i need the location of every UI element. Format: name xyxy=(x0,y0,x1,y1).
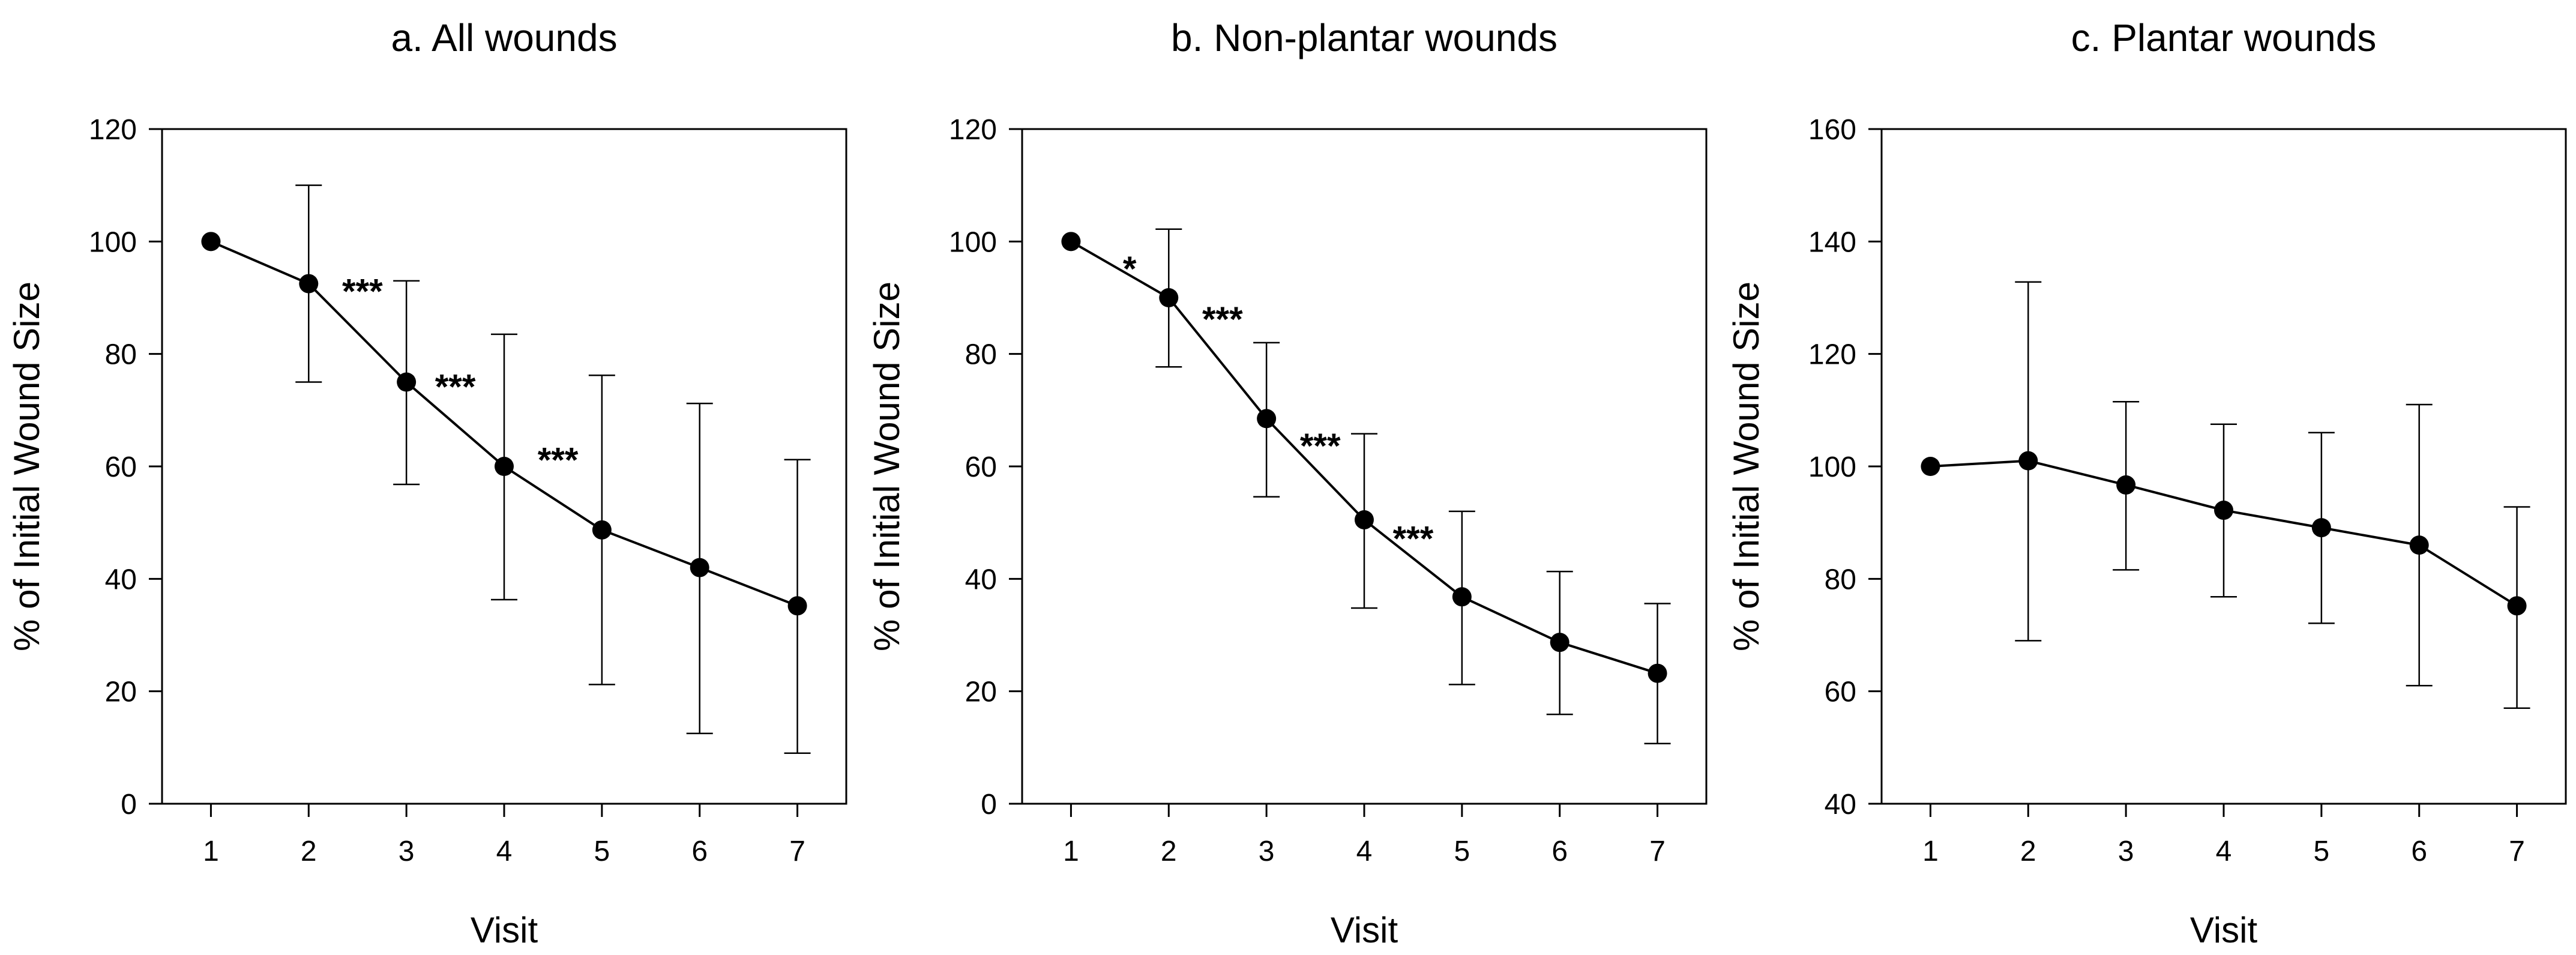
significance-marker: *** xyxy=(342,272,383,311)
y-tick-label: 60 xyxy=(965,451,997,483)
y-tick-label: 40 xyxy=(105,564,137,595)
y-tick-label: 120 xyxy=(949,114,997,146)
y-tick-label: 60 xyxy=(1825,676,1856,708)
y-tick-label: 80 xyxy=(1825,564,1856,595)
panel-a-x-axis-title: Visit xyxy=(471,910,538,950)
significance-marker: *** xyxy=(1202,300,1243,339)
x-tick-label: 6 xyxy=(691,836,708,867)
data-point xyxy=(2507,596,2527,616)
x-tick-label: 5 xyxy=(594,836,610,867)
data-point xyxy=(1550,633,1569,652)
significance-marker: *** xyxy=(1393,519,1434,558)
y-tick-label: 40 xyxy=(1825,789,1856,821)
panel-c-ticks: 40 60 80 100 120 140 160 1 2 3 4 5 6 7 xyxy=(1808,114,2525,867)
data-point xyxy=(299,274,319,294)
x-tick-label: 1 xyxy=(1922,836,1939,867)
x-tick-label: 3 xyxy=(2118,836,2134,867)
significance-marker: *** xyxy=(435,368,476,407)
x-tick-label: 5 xyxy=(2314,836,2330,867)
panel-b-ticks: 0 20 40 60 80 100 120 1 2 3 4 5 6 7 xyxy=(949,114,1666,867)
data-point xyxy=(2311,518,2331,538)
data-point xyxy=(2116,475,2136,495)
x-tick-label: 1 xyxy=(1063,836,1079,867)
significance-marker: * xyxy=(1123,250,1137,289)
data-point xyxy=(787,596,807,616)
data-point xyxy=(592,520,612,540)
x-tick-label: 3 xyxy=(399,836,415,867)
panel-b-points xyxy=(1061,232,1667,683)
data-point xyxy=(690,558,709,577)
data-point xyxy=(201,232,221,252)
data-point xyxy=(1355,510,1374,529)
x-tick-label: 7 xyxy=(2509,836,2525,867)
y-tick-label: 100 xyxy=(89,226,137,258)
x-tick-label: 2 xyxy=(301,836,317,867)
significance-marker: *** xyxy=(1300,427,1341,466)
y-tick-label: 140 xyxy=(1808,226,1856,258)
panel-b-title: b. Non-plantar wounds xyxy=(1171,16,1557,59)
y-tick-label: 100 xyxy=(1808,451,1856,483)
panel-b-x-axis-title: Visit xyxy=(1331,910,1398,950)
panel-c: c. Plantar wounds % of Initial Wound Siz… xyxy=(1726,16,2567,950)
panel-a-annotations: *** *** *** xyxy=(342,272,579,480)
data-point xyxy=(2018,451,2038,471)
y-tick-label: 0 xyxy=(121,789,137,821)
data-point xyxy=(1452,587,1472,607)
panel-b-annotations: ********** xyxy=(1123,250,1434,559)
x-tick-label: 4 xyxy=(1356,836,1373,867)
y-tick-label: 0 xyxy=(981,789,997,821)
panel-c-title: c. Plantar wounds xyxy=(2071,16,2377,59)
x-tick-label: 6 xyxy=(1551,836,1568,867)
panel-c-y-axis-title: % of Initial Wound Size xyxy=(1726,282,1766,651)
panel-a-points xyxy=(201,232,807,616)
panel-c-error-bars xyxy=(2015,281,2530,709)
panel-c-points xyxy=(1921,451,2527,616)
panel-a-ticks: 0 20 40 60 80 100 120 1 2 3 4 5 6 7 xyxy=(89,114,805,867)
y-tick-label: 40 xyxy=(965,564,997,595)
panel-a: a. All wounds % of Initial Wound Size Vi… xyxy=(7,16,847,950)
panel-b-y-axis-title: % of Initial Wound Size xyxy=(867,282,907,651)
x-tick-label: 1 xyxy=(203,836,219,867)
panel-c-x-axis-title: Visit xyxy=(2190,910,2258,950)
data-point xyxy=(1921,457,1940,476)
y-tick-label: 20 xyxy=(105,676,137,708)
x-tick-label: 3 xyxy=(1259,836,1275,867)
x-tick-label: 4 xyxy=(496,836,513,867)
x-tick-label: 5 xyxy=(1454,836,1470,867)
x-tick-label: 2 xyxy=(1161,836,1177,867)
y-tick-label: 20 xyxy=(965,676,997,708)
x-tick-label: 6 xyxy=(2411,836,2427,867)
data-point xyxy=(2409,535,2429,555)
panel-b: b. Non-plantar wounds % of Initial Wound… xyxy=(867,16,1708,950)
y-tick-label: 120 xyxy=(1808,339,1856,371)
y-tick-label: 60 xyxy=(105,451,137,483)
x-tick-label: 4 xyxy=(2216,836,2232,867)
y-tick-label: 160 xyxy=(1808,114,1856,146)
panel-a-title: a. All wounds xyxy=(391,16,617,59)
data-point xyxy=(1648,663,1667,683)
data-point xyxy=(2214,501,2233,520)
data-point xyxy=(397,372,417,392)
y-tick-label: 120 xyxy=(89,114,137,146)
y-tick-label: 100 xyxy=(949,226,997,258)
x-tick-label: 7 xyxy=(789,836,805,867)
data-point xyxy=(1257,409,1277,429)
data-point xyxy=(1159,288,1179,307)
y-tick-label: 80 xyxy=(105,339,137,371)
x-tick-label: 2 xyxy=(2020,836,2036,867)
x-tick-label: 7 xyxy=(1649,836,1666,867)
panel-a-y-axis-title: % of Initial Wound Size xyxy=(7,282,47,651)
data-point xyxy=(495,457,514,476)
y-tick-label: 80 xyxy=(965,339,997,371)
significance-marker: *** xyxy=(538,441,579,480)
data-point xyxy=(1061,232,1081,252)
